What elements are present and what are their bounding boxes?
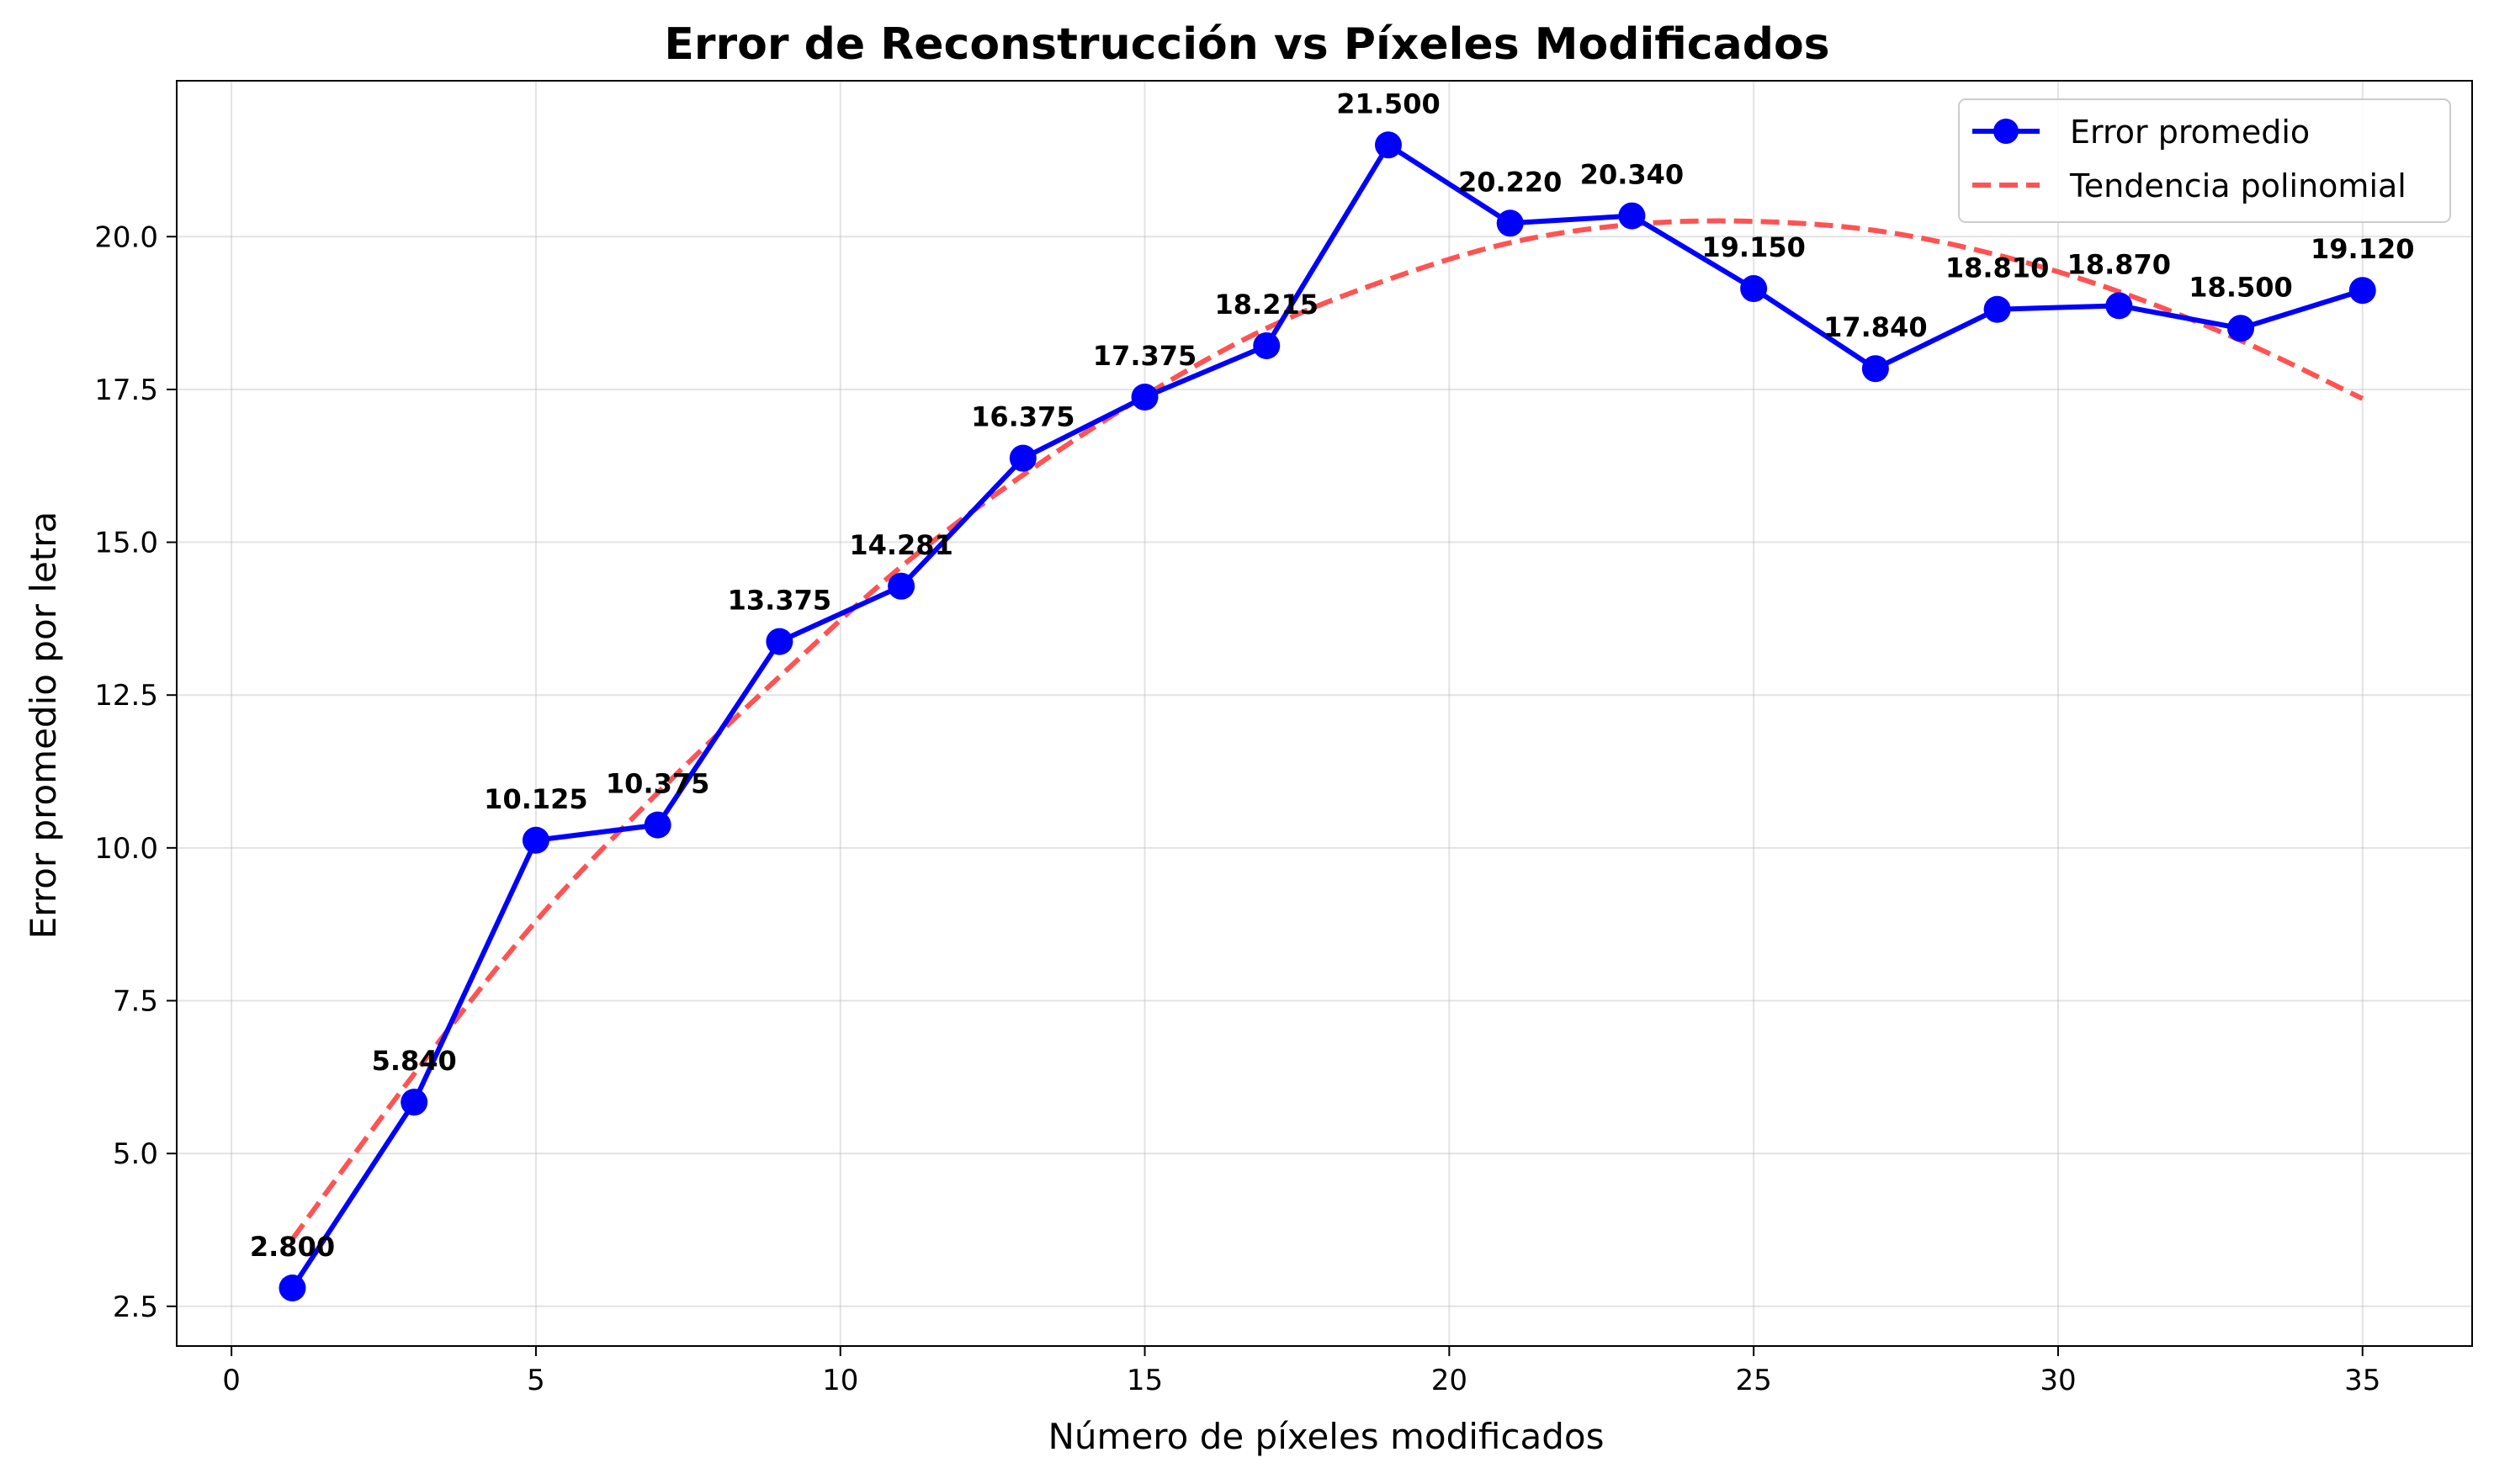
data-point [1740,275,1768,303]
data-label: 19.120 [2311,233,2414,265]
data-point [1009,444,1037,472]
data-label: 13.375 [728,585,831,617]
data-label: 18.215 [1215,289,1319,321]
data-point [522,826,549,854]
y-tick-label: 20.0 [94,220,158,254]
x-tick-label: 20 [1431,1364,1467,1397]
plot-area-frame [176,80,2473,1347]
data-point [1983,295,2011,323]
data-label: 5.840 [372,1045,457,1077]
legend-label-error-promedio: Error promedio [2070,114,2310,151]
x-tick-label: 30 [2040,1364,2076,1397]
x-tick-label: 0 [222,1364,241,1397]
series-line-tendencia-polinomial [290,218,2364,1241]
data-point [1253,331,1281,359]
legend-marker-error-promedio [1993,119,2019,144]
y-tick-label: 5.0 [113,1137,158,1171]
data-label: 10.125 [484,783,587,815]
data-label: 19.150 [1701,231,1805,263]
y-tick-label: 10.0 [94,832,158,866]
data-label: 17.375 [1093,340,1197,372]
y-tick-label: 15.0 [94,527,158,560]
data-label: 18.870 [2067,248,2171,280]
series-layer: 2.800 5.840 10.125 10.375 13.375 14.281 16.375… [250,87,2414,1301]
data-point [766,628,793,655]
data-label: 17.840 [1823,311,1927,343]
y-tick-label: 17.5 [94,374,158,407]
y-axis-label: Error promedio por letra [23,511,64,940]
tick-layer: 0 5 10 15 20 25 30 35 2.5 5.0 7.5 10.0 12.5 15.0 17.5 2… [94,220,2380,1397]
x-tick-label: 35 [2344,1364,2380,1397]
x-tick-label: 15 [1127,1364,1163,1397]
data-label: 18.810 [1945,252,2049,284]
data-point [2105,292,2133,320]
data-point [401,1089,428,1116]
data-label: 20.220 [1458,166,1562,198]
data-point [279,1274,306,1301]
y-tick-label: 12.5 [94,679,158,713]
y-tick-label: 7.5 [113,984,158,1018]
data-label: 16.375 [971,401,1075,433]
series-line-error-promedio [289,142,2364,1290]
legend-box [1958,98,2451,223]
data-label: 20.340 [1580,159,1684,191]
data-label: 2.800 [250,1231,335,1263]
data-label: 14.281 [849,529,952,561]
x-tick-label: 10 [822,1364,858,1397]
data-point [2227,315,2255,342]
data-point [1374,131,1402,159]
data-point [1496,209,1524,237]
data-label: 10.375 [606,768,709,800]
x-axis-label: Número de píxeles modificados [1048,1416,1605,1457]
data-point [1861,355,1889,383]
data-point [644,811,671,839]
data-point [888,572,915,600]
chart-title: Error de Reconstrucción vs Píxeles Modif… [664,19,1829,70]
legend-label-tendencia-polinomial: Tendencia polinomial [2069,167,2406,204]
data-point [1131,384,1159,411]
data-label: 18.500 [2189,271,2292,303]
data-point [1618,202,1646,230]
x-tick-label: 5 [527,1364,545,1397]
legend: Error promedio Tendencia polinomial [1958,98,2451,223]
y-tick-label: 2.5 [113,1291,158,1324]
x-tick-label: 25 [1736,1364,1772,1397]
data-label: 21.500 [1336,87,1440,119]
data-point [2348,277,2376,305]
